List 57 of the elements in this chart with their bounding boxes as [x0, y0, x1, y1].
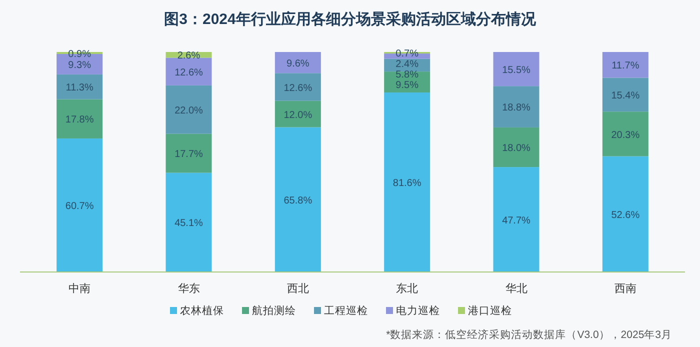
data-label: 9.3%: [68, 60, 91, 71]
bar: [274, 100, 321, 128]
legend-label: 港口巡检: [468, 304, 512, 317]
x-tick-label: 中南: [68, 282, 91, 295]
data-label: 12.6%: [174, 67, 203, 78]
data-label: 60.7%: [65, 201, 94, 212]
data-label: 12.0%: [284, 110, 312, 121]
x-tick-label: 西南: [614, 282, 636, 295]
data-label: 5.8%: [396, 70, 418, 81]
bar: [166, 134, 212, 173]
bar: [602, 156, 648, 272]
bar: [274, 127, 321, 272]
data-label: 17.8%: [65, 114, 94, 126]
data-label: 65.8%: [284, 195, 312, 206]
data-label: 81.6%: [392, 178, 422, 190]
x-tick-label: 华北: [505, 282, 528, 295]
data-label: 11.7%: [612, 60, 640, 72]
x-tick-label: 华东: [178, 282, 200, 295]
bar: [274, 73, 321, 101]
data-label: 11.3%: [66, 82, 94, 94]
bar: [56, 138, 103, 272]
data-label: 15.5%: [502, 64, 530, 76]
bar: [493, 167, 540, 272]
bar: [56, 99, 103, 138]
data-label: 2.4%: [396, 59, 418, 70]
data-label: 52.6%: [611, 210, 640, 221]
x-tick-label: 西北: [286, 282, 309, 295]
data-label: 17.7%: [174, 149, 203, 160]
data-label: 18.0%: [502, 143, 530, 154]
data-label: 20.3%: [611, 130, 640, 141]
legend-label: 工程巡检: [324, 305, 368, 317]
data-label: 22.0%: [174, 105, 203, 116]
bar: [384, 92, 430, 272]
data-label: 47.7%: [502, 215, 530, 226]
bar: [166, 172, 212, 272]
bar: [602, 52, 648, 78]
bar: [493, 86, 540, 128]
x-tick-label: 东北: [396, 282, 418, 295]
bar: [602, 112, 648, 156]
bar: [602, 78, 648, 112]
data-label: 15.4%: [611, 90, 640, 102]
text: *数据来源：低空经济采购活动数据库（V3.0），2025年3月: [386, 328, 672, 341]
bar: [166, 85, 212, 134]
chart-title: 图3：2024年行业应用各细分场景采购活动区域分布情况: [164, 10, 537, 28]
data-label: 9.5%: [396, 80, 418, 92]
bar: [274, 52, 321, 74]
bar: [56, 74, 103, 100]
legend-label: 航拍测绘: [252, 304, 296, 317]
legend-label: 电力巡检: [396, 304, 440, 317]
data-label: 9.6%: [286, 58, 310, 70]
data-label: 12.6%: [284, 82, 312, 94]
bar: [493, 127, 540, 168]
data-label: 45.1%: [174, 218, 203, 230]
data-label: 18.8%: [502, 102, 530, 114]
bar: [493, 52, 540, 86]
legend-label: 农林植保: [180, 304, 224, 317]
bar: [166, 58, 212, 86]
